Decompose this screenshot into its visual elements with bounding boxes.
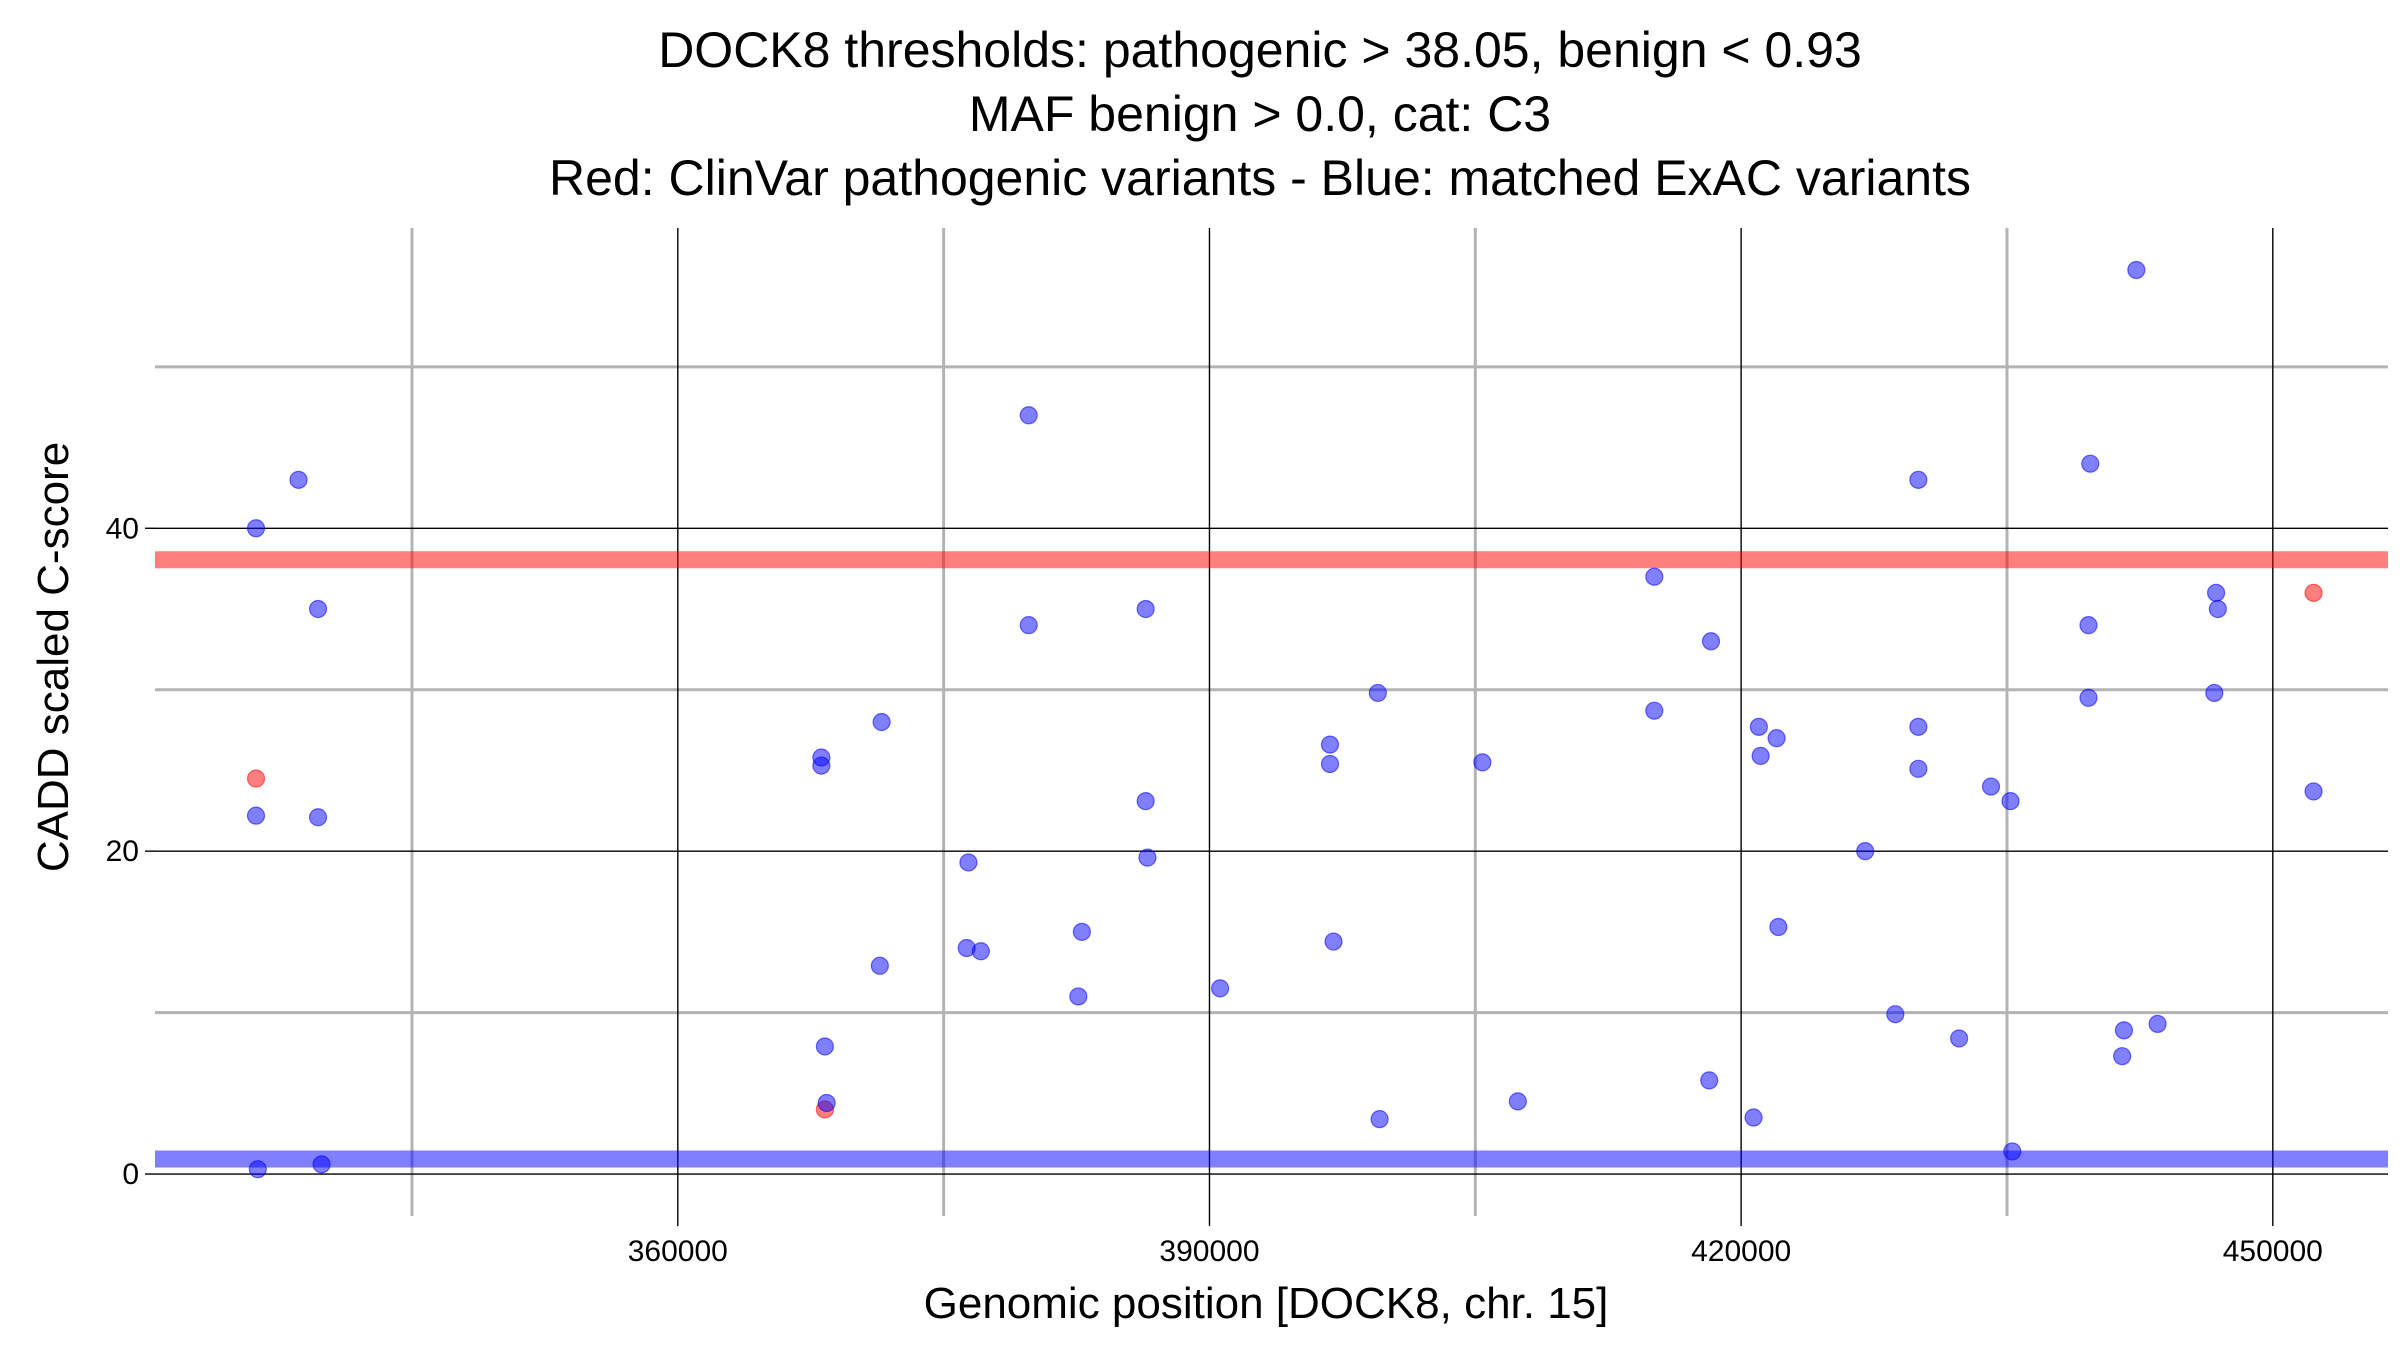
exac-variant-point: [2148, 1014, 2167, 1033]
exac-variant-point: [1473, 753, 1492, 772]
clinvar-pathogenic-point: [2304, 583, 2323, 602]
exac-variant-point: [971, 942, 990, 961]
exac-variant-point: [1069, 987, 1088, 1006]
exac-variant-point: [959, 853, 978, 872]
point-layer: [246, 260, 2323, 1179]
exac-variant-point: [2206, 583, 2226, 602]
exac-variant-point: [870, 956, 889, 975]
exac-variant-point: [308, 599, 328, 619]
exac-variant-point: [1749, 717, 1768, 736]
exac-variant-point: [248, 1160, 267, 1179]
exac-variant-point: [1981, 777, 2001, 796]
exac-variant-point: [2003, 1142, 2022, 1161]
exac-variant-point: [1072, 922, 1091, 941]
title-line-2: MAF benign > 0.0, cat: C3: [969, 86, 1551, 142]
x-axis-title: Genomic position [DOCK8, chr. 15]: [924, 1279, 1609, 1328]
y-tick-label: 20: [106, 835, 139, 868]
exac-variant-point: [246, 519, 266, 538]
exac-variant-point: [1019, 406, 1038, 425]
clinvar-pathogenic-point: [246, 769, 266, 788]
exac-variant-point: [1909, 759, 1928, 778]
exac-variant-point: [312, 1155, 331, 1174]
exac-variant-point: [1950, 1029, 1969, 1048]
x-tick-label: 450000: [2223, 1235, 2323, 1268]
chart-title: DOCK8 thresholds: pathogenic > 38.05, be…: [549, 22, 1971, 206]
exac-variant-point: [2079, 616, 2098, 635]
exac-variant-point: [1701, 632, 1721, 651]
exac-variant-point: [2114, 1021, 2134, 1040]
exac-variant-point: [1744, 1108, 1763, 1127]
exac-variant-point: [2208, 599, 2227, 619]
exac-variant-point: [2304, 782, 2323, 801]
exac-variant-point: [2001, 792, 2020, 811]
exac-variant-point: [1324, 932, 1343, 951]
exac-variant-point: [2127, 260, 2146, 280]
exac-variant-point: [817, 1093, 836, 1113]
exac-variant-point: [1767, 729, 1786, 748]
y-tick-label: 40: [106, 512, 139, 545]
exac-variant-point: [1700, 1071, 1719, 1090]
exac-variant-point: [289, 470, 308, 489]
exac-variant-point: [1320, 754, 1340, 774]
exac-variant-point: [2113, 1047, 2132, 1066]
exac-variant-point: [1211, 979, 1230, 998]
exac-variant-point: [1886, 1005, 1905, 1024]
exac-variant-point: [2205, 683, 2224, 703]
exac-variant-point: [1751, 746, 1770, 766]
exac-variant-point: [872, 712, 891, 732]
exac-variant-point: [1019, 616, 1038, 635]
exac-variant-point: [1909, 717, 1928, 736]
exac-variant-point: [1136, 599, 1155, 619]
exac-variant-point: [2079, 688, 2098, 707]
exac-variant-point: [815, 1037, 835, 1056]
x-tick-label: 360000: [628, 1235, 728, 1268]
x-tick-label: 420000: [1691, 1235, 1791, 1268]
exac-variant-point: [1320, 735, 1340, 754]
exac-variant-point: [1136, 792, 1155, 811]
grid-layer: [155, 228, 2388, 1216]
exac-variant-point: [1909, 470, 1928, 489]
exac-variant-point: [2081, 454, 2100, 473]
exac-variant-point: [246, 806, 266, 825]
exac-variant-point: [1138, 848, 1157, 867]
exac-variant-point: [1645, 701, 1664, 720]
title-line-1: DOCK8 thresholds: pathogenic > 38.05, be…: [658, 22, 1862, 78]
threshold-layer: [155, 551, 2388, 1168]
title-line-3: Red: ClinVar pathogenic variants - Blue:…: [549, 150, 1971, 206]
exac-variant-point: [812, 756, 831, 775]
y-tick-label: 0: [122, 1158, 139, 1191]
y-axis-title: CADD scaled C-score: [29, 442, 78, 872]
exac-variant-point: [1856, 842, 1875, 861]
exac-variant-point: [1769, 917, 1788, 937]
x-tick-label: 390000: [1159, 1235, 1259, 1268]
axis-layer: 360000 390000 420000 450000 0 20 40: [106, 512, 2323, 1268]
exac-variant-point: [1368, 683, 1387, 703]
exac-variant-point: [308, 808, 328, 827]
exac-variant-point: [1370, 1110, 1389, 1129]
exac-variant-point: [1645, 567, 1664, 586]
exac-variant-point: [1508, 1092, 1527, 1111]
